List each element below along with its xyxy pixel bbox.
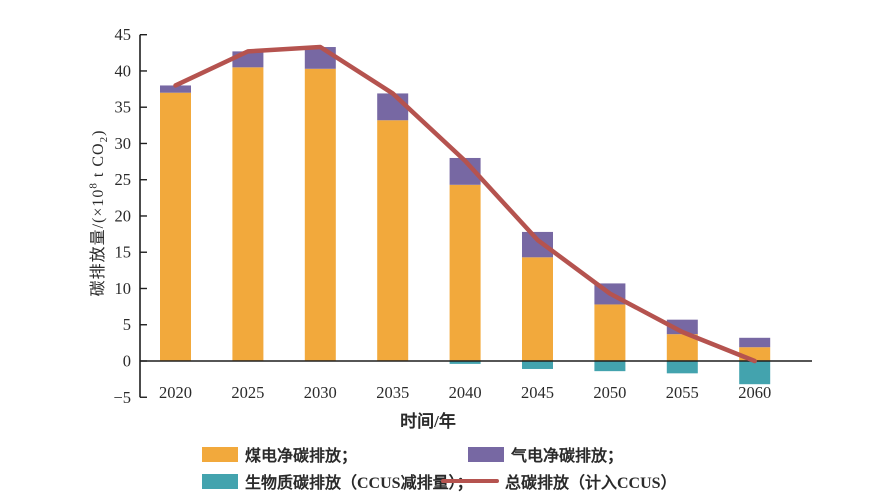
y-tick-label: 40 — [115, 61, 132, 80]
bar-coal-2025 — [232, 67, 264, 362]
bar-gas-2020 — [160, 85, 191, 93]
bar-biomass-2050 — [594, 361, 626, 372]
legend-item-total-line: 总碳排放（计入CCUS） — [441, 469, 677, 493]
chart-svg: 45 40 35 30 25 20 15 10 5 0 −5 2020 2025 2030 2035 2040… — [113, 25, 812, 407]
bar-coal-2055 — [666, 334, 698, 361]
gas-swatch-icon — [468, 446, 504, 462]
coal-swatch-icon — [202, 446, 238, 462]
x-tick-label-2040: 2040 — [449, 383, 482, 402]
x-tick-label-2020: 2020 — [159, 383, 192, 402]
bar-biomass-2055 — [666, 361, 698, 374]
x-tick-label-2035: 2035 — [376, 383, 409, 402]
legend-label-total: 总碳排放（计入CCUS） — [505, 475, 677, 492]
y-axis-title: 碳排放量/(×108 t CO2) — [84, 129, 111, 297]
bar-coal-2030 — [304, 68, 336, 361]
bar-gas-2045 — [522, 231, 553, 258]
x-tick-label-2025: 2025 — [231, 383, 264, 402]
x-tick-label-2060: 2060 — [738, 383, 771, 402]
legend-label-biomass: 生物质碳排放（CCUS减排量）； — [245, 475, 473, 492]
legend-label-gas: 气电净碳排放； — [511, 448, 624, 465]
legend-item-gas: 气电净碳排放； — [468, 442, 623, 466]
bar-gas-2060 — [739, 337, 771, 348]
y-tick-label: 0 — [123, 352, 131, 371]
y-tick-label: 25 — [115, 170, 132, 189]
total-line-swatch-icon — [441, 479, 499, 483]
bar-gas-2035 — [377, 93, 409, 121]
x-tick-label-2030: 2030 — [304, 383, 337, 402]
x-axis-title: 时间/年 — [400, 412, 456, 431]
legend-item-biomass: 生物质碳排放（CCUS减排量）； — [202, 469, 473, 493]
bar-coal-2045 — [522, 257, 553, 361]
y-tick-label: 45 — [115, 25, 132, 44]
y-axis-title-subscript: 2 — [98, 135, 111, 143]
bar-coal-2035 — [377, 120, 409, 361]
bar-biomass-2060 — [739, 361, 771, 385]
y-axis-title-mid: t CO — [89, 142, 107, 183]
y-tick-label: 5 — [123, 315, 131, 334]
y-tick-label: 35 — [115, 98, 132, 117]
total-emissions-line — [173, 44, 757, 364]
y-tick-label: 10 — [115, 279, 132, 298]
bar-biomass-2040 — [449, 361, 481, 364]
bar-coal-2040 — [449, 184, 481, 361]
legend-item-coal: 煤电净碳排放； — [202, 442, 357, 466]
bar-gas-2030 — [304, 47, 336, 69]
x-tick-label-2045: 2045 — [521, 383, 554, 402]
y-axis-title-superscript: 8 — [87, 182, 100, 189]
y-tick-label: −5 — [113, 388, 131, 407]
bar-coal-2020 — [160, 92, 191, 362]
x-tick-label-2055: 2055 — [666, 383, 699, 402]
legend-label-coal: 煤电净碳排放； — [245, 448, 358, 465]
biomass-swatch-icon — [202, 473, 238, 489]
y-axis-title-suffix: ) — [89, 129, 107, 136]
bar-gas-2055 — [666, 319, 698, 335]
y-tick-label: 15 — [115, 243, 132, 262]
y-tick-label: 30 — [115, 134, 132, 153]
x-tick-label-2050: 2050 — [593, 383, 626, 402]
bar-coal-2050 — [594, 304, 626, 361]
y-axis-title-prefix: 碳排放量/(×10 — [89, 188, 107, 297]
y-tick-label: 20 — [115, 206, 132, 225]
bar-biomass-2045 — [522, 361, 553, 369]
